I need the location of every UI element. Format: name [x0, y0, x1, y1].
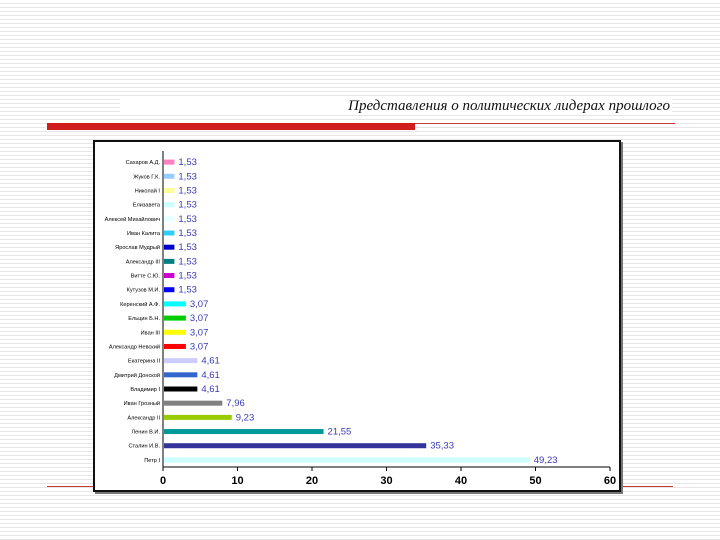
data-label: 49,23 [534, 455, 558, 466]
data-label: 21,55 [328, 427, 352, 438]
category-label: Александр II [127, 415, 160, 421]
category-label: Екатерина II [128, 359, 160, 365]
data-label: 7,96 [226, 398, 245, 409]
bar [164, 301, 186, 307]
bar [164, 372, 198, 378]
x-tick-label: 60 [604, 475, 616, 487]
category-label: Кутузов М.И. [127, 288, 161, 294]
bar [164, 216, 175, 222]
category-label: Иван Грозный [124, 400, 160, 407]
category-label: Витте С.Ю. [131, 274, 161, 280]
category-label: Елизавета [133, 203, 161, 209]
bar [164, 400, 223, 406]
data-label: 1,53 [178, 214, 197, 225]
category-label: Сталин И.В. [128, 444, 160, 450]
category-label: Николай I [135, 187, 161, 194]
bar [164, 315, 186, 321]
title-underline-rule [415, 123, 675, 124]
data-label: 1,53 [178, 271, 197, 282]
data-label: 3,07 [190, 341, 209, 352]
bar [164, 273, 175, 279]
category-label: Иван III [141, 330, 161, 336]
category-label: Жуков Г.К. [133, 174, 160, 180]
bar [164, 386, 198, 392]
category-label: Владимир I [130, 387, 160, 393]
bar-chart: Сахаров А.Д. 1,53 Жуков Г.К. 1,53 Николай I 1… [105, 151, 616, 487]
data-label: 3,07 [190, 327, 209, 338]
bar [164, 230, 175, 236]
category-label: Ельцин Б.Н. [128, 316, 160, 322]
data-label: 1,53 [178, 285, 197, 296]
category-label: Ярослав Мудрый [115, 244, 160, 251]
data-label: 3,07 [190, 313, 209, 324]
data-label: 1,53 [178, 185, 197, 196]
x-tick-label: 0 [160, 475, 166, 487]
category-label: Алексей Михайлович [105, 216, 160, 223]
bar [164, 258, 175, 264]
data-label: 4,61 [201, 384, 220, 395]
bar [164, 443, 427, 449]
category-label: Иван Калита [127, 231, 161, 237]
bar [164, 244, 175, 250]
category-label: Сахаров А.Д. [126, 160, 161, 166]
data-label: 3,07 [190, 299, 209, 310]
bar [164, 173, 175, 179]
bar [164, 329, 186, 335]
category-label: Керенский А.Ф. [120, 301, 160, 308]
bar [164, 414, 232, 420]
category-label: Александр Невский [109, 343, 160, 350]
bar [164, 429, 324, 435]
data-label: 1,53 [178, 256, 197, 267]
category-label: Ленин В.И. [132, 430, 161, 436]
data-label: 1,53 [178, 200, 197, 211]
data-label: 35,33 [430, 441, 454, 452]
data-label: 1,53 [178, 171, 197, 182]
bar [164, 287, 175, 293]
data-label: 4,61 [201, 370, 220, 381]
bar [164, 343, 186, 349]
data-label: 1,53 [178, 157, 197, 168]
slide-title: Представления о политических лидерах про… [120, 98, 672, 115]
data-label: 9,23 [236, 412, 255, 423]
bar [164, 457, 530, 463]
x-tick-label: 30 [380, 475, 392, 487]
bar [164, 358, 198, 364]
x-tick-label: 40 [455, 475, 467, 487]
chart-frame: Сахаров А.Д. 1,53 Жуков Г.К. 1,53 Николай I 1… [93, 140, 621, 492]
data-label: 1,53 [178, 228, 197, 239]
data-label: 4,61 [201, 356, 220, 367]
title-underline-bar [47, 123, 415, 130]
x-tick-label: 10 [231, 475, 243, 487]
bar [164, 202, 175, 208]
category-label: Петр I [144, 458, 160, 464]
bar [164, 187, 175, 193]
bar [164, 159, 175, 165]
data-label: 1,53 [178, 242, 197, 253]
category-label: Александр III [126, 259, 161, 265]
x-tick-label: 20 [306, 475, 318, 487]
category-label: Дмитрий Донской [114, 372, 160, 379]
x-tick-label: 50 [529, 475, 541, 487]
